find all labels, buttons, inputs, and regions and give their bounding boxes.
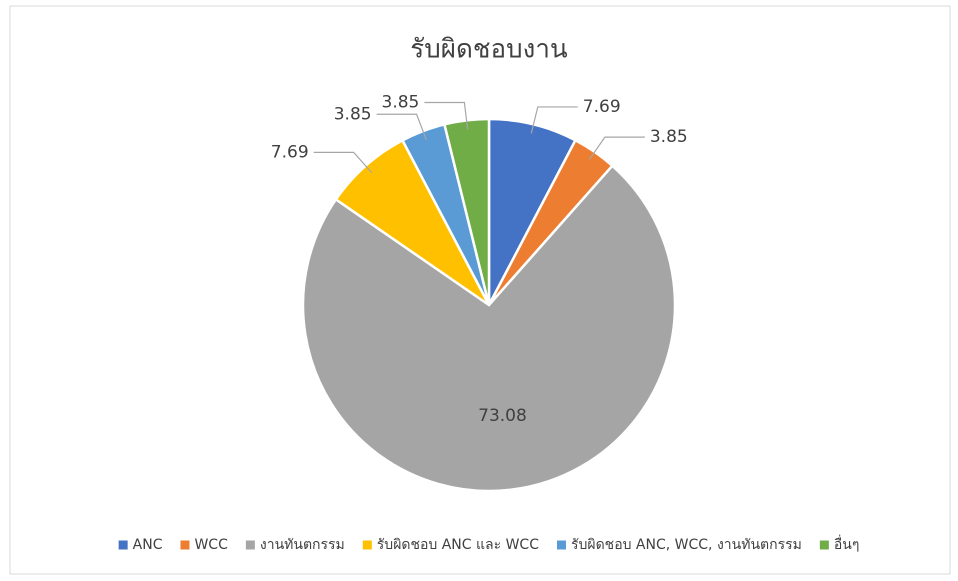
legend-swatch <box>180 540 190 550</box>
legend-swatch <box>819 540 829 550</box>
legend-label: WCC <box>194 537 228 553</box>
leader-line <box>313 151 373 174</box>
legend-label: รับผิดชอบ ANC, WCC, งานทันตกรรม <box>571 537 802 553</box>
data-label: 73.08 <box>478 406 527 426</box>
legend-label: อื่นๆ <box>834 535 860 553</box>
leader-line <box>588 136 645 160</box>
data-label: 7.69 <box>583 97 621 117</box>
legend-label: รับผิดชอบ ANC และ WCC <box>377 537 539 553</box>
data-label: 3.85 <box>650 127 688 147</box>
chart-title: รับผิดชอบงาน <box>410 35 568 65</box>
data-label: 7.69 <box>271 142 309 162</box>
legend-swatch <box>556 540 566 550</box>
data-label: 3.85 <box>334 104 372 124</box>
pie-slice <box>301 164 677 493</box>
legend-swatch <box>362 540 372 550</box>
legend-swatch <box>118 540 128 550</box>
legend-swatch <box>245 540 255 550</box>
leader-line <box>424 101 469 130</box>
leader-line <box>376 113 427 141</box>
leader-line <box>530 106 578 134</box>
legend-label: งานทันตกรรม <box>260 537 345 553</box>
data-label: 3.85 <box>382 92 420 112</box>
legend-label: ANC <box>133 537 163 553</box>
